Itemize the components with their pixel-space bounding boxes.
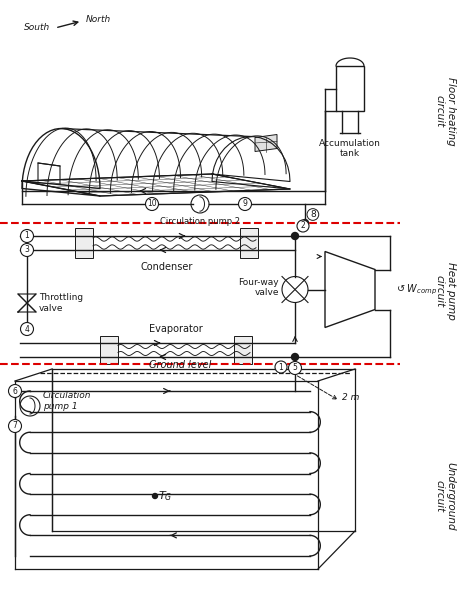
- Bar: [336, 66, 364, 111]
- Text: 1: 1: [25, 232, 29, 241]
- Circle shape: [146, 197, 158, 211]
- Text: Underground
circuit: Underground circuit: [434, 462, 456, 530]
- Polygon shape: [255, 134, 277, 152]
- Text: 7: 7: [13, 422, 18, 431]
- Circle shape: [282, 277, 308, 302]
- Text: Condenser: Condenser: [140, 262, 193, 272]
- Circle shape: [9, 384, 21, 398]
- Text: $\circlearrowleft W_{comp}$: $\circlearrowleft W_{comp}$: [395, 282, 437, 297]
- Circle shape: [275, 361, 287, 373]
- Text: Four-way
valve: Four-way valve: [238, 278, 279, 297]
- Bar: [234, 336, 252, 364]
- Circle shape: [297, 220, 309, 232]
- Circle shape: [292, 233, 299, 240]
- Text: 8: 8: [310, 210, 316, 219]
- Circle shape: [301, 219, 309, 227]
- Bar: [240, 228, 258, 258]
- Text: 9: 9: [243, 200, 247, 208]
- Text: 10: 10: [147, 200, 157, 208]
- Bar: [75, 228, 93, 258]
- Text: South: South: [24, 23, 50, 32]
- Text: Circulation
pump 1: Circulation pump 1: [43, 391, 91, 411]
- Text: Evaporator: Evaporator: [149, 324, 203, 334]
- Circle shape: [238, 197, 252, 211]
- Circle shape: [20, 323, 34, 335]
- Circle shape: [153, 494, 157, 499]
- Text: Throttling
valve: Throttling valve: [39, 293, 83, 313]
- Text: Circulation pump 2: Circulation pump 2: [160, 217, 240, 226]
- Text: 2 m: 2 m: [342, 393, 359, 403]
- Text: 3: 3: [25, 246, 29, 255]
- Text: Heat pump
circuit: Heat pump circuit: [434, 262, 456, 320]
- Text: 1: 1: [279, 362, 283, 371]
- Circle shape: [9, 420, 21, 433]
- Text: 4: 4: [25, 324, 29, 334]
- Circle shape: [20, 244, 34, 257]
- Circle shape: [20, 230, 34, 243]
- Text: $T_G$: $T_G$: [158, 489, 172, 503]
- Text: Ground level: Ground level: [149, 360, 211, 370]
- Circle shape: [289, 362, 301, 375]
- Text: 2: 2: [301, 222, 305, 230]
- Text: Accumulation
tank: Accumulation tank: [319, 139, 381, 158]
- Circle shape: [191, 195, 209, 213]
- Circle shape: [20, 396, 40, 416]
- Text: North: North: [86, 15, 111, 24]
- Text: Floor heating
circuit: Floor heating circuit: [434, 76, 456, 145]
- Circle shape: [292, 354, 299, 360]
- Bar: [100, 336, 118, 364]
- Text: 6: 6: [13, 387, 18, 395]
- Text: 5: 5: [292, 364, 298, 373]
